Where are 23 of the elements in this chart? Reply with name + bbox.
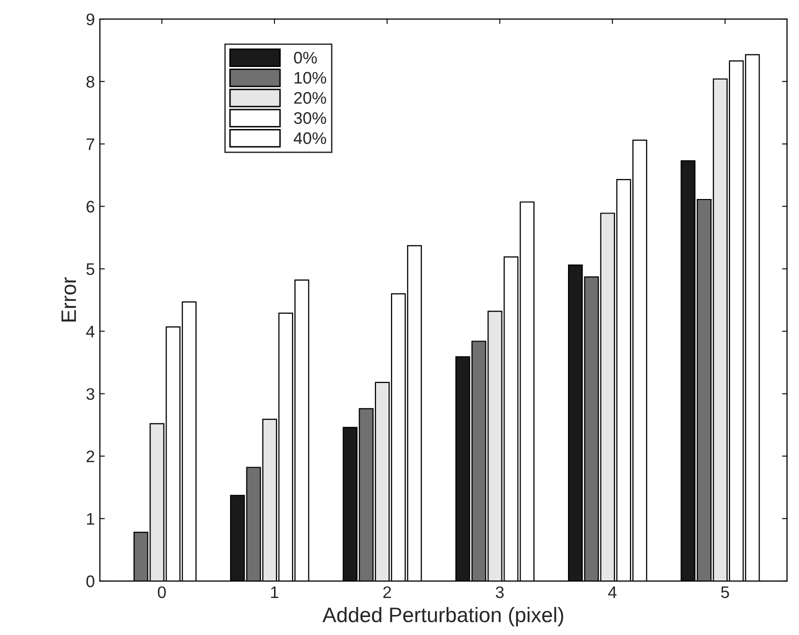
y-tick-label: 1 xyxy=(87,513,94,525)
y-tick-label: 8 xyxy=(86,76,94,88)
x-tick-label: 3 xyxy=(496,586,504,598)
x-axis-title: Added Perturbation (pixel) xyxy=(322,606,564,626)
y-tick-label: 6 xyxy=(86,200,94,213)
legend-label: 0% xyxy=(294,52,317,64)
x-tick-label: 0 xyxy=(158,586,166,598)
y-tick-label: 7 xyxy=(86,138,94,150)
y-tick-label: 2 xyxy=(86,450,94,462)
y-tick-label: 9 xyxy=(86,13,94,26)
y-tick-label: 5 xyxy=(86,263,94,276)
y-tick-label: 3 xyxy=(86,388,94,400)
x-tick-label: 4 xyxy=(608,586,617,598)
y-axis-title: Error xyxy=(62,277,76,322)
x-tick-label: 1 xyxy=(271,586,278,598)
legend-label: 40% xyxy=(294,132,326,144)
y-tick-label: 0 xyxy=(86,575,94,588)
legend-label: 30% xyxy=(294,112,326,124)
x-tick-label: 2 xyxy=(383,586,391,598)
legend-label: 10% xyxy=(294,72,326,84)
legend-label: 20% xyxy=(294,92,326,104)
x-tick-label: 5 xyxy=(721,586,729,598)
y-tick-label: 4 xyxy=(86,326,95,338)
